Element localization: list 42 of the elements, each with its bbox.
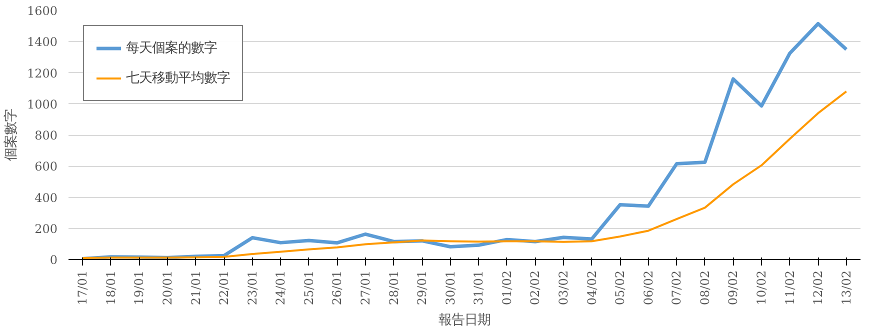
x-tick-label: 09/02	[726, 270, 740, 306]
y-tick-label: 1600	[26, 4, 58, 18]
x-tick-label: 24/01	[274, 270, 288, 306]
x-tick-label: 01/02	[500, 270, 514, 306]
x-tick-label: 19/01	[132, 270, 146, 306]
x-tick-label: 31/01	[472, 270, 486, 306]
x-tick-label: 11/02	[782, 270, 797, 306]
y-tick-label: 800	[34, 128, 58, 142]
x-tick-label: 17/01	[76, 270, 90, 306]
x-tick-label: 28/01	[386, 270, 401, 306]
y-tick-label: 600	[34, 160, 58, 174]
x-tick-label: 22/01	[217, 270, 232, 306]
y-tick-label: 400	[34, 190, 58, 205]
y-tick-label: 1000	[26, 97, 58, 112]
y-tick-label: 1200	[26, 66, 58, 80]
y-tick-label: 0	[50, 253, 58, 267]
x-tick-label: 26/01	[330, 270, 344, 306]
x-tick-label: 04/02	[584, 270, 599, 306]
x-tick-label: 27/01	[358, 270, 372, 306]
x-tick-label: 13/02	[839, 270, 854, 306]
x-tick-label: 08/02	[698, 270, 712, 306]
x-tick-label: 03/02	[556, 270, 570, 306]
x-tick-label: 30/01	[443, 270, 458, 306]
x-tick-label: 20/01	[160, 270, 174, 306]
x-tick-label: 18/01	[104, 270, 118, 306]
x-tick-label: 10/02	[754, 270, 768, 306]
x-tick-label: 12/02	[811, 270, 826, 306]
x-tick-label: 05/02	[613, 270, 628, 306]
x-tick-label: 23/01	[245, 270, 260, 306]
y-tick-label: 200	[34, 222, 58, 236]
x-tick-label: 07/02	[670, 270, 684, 306]
line-series	[82, 90, 848, 259]
x-axis-title: 報告日期	[438, 313, 490, 328]
x-tick-label: 02/02	[528, 270, 542, 306]
y-axis-title: 個案數字	[2, 109, 19, 161]
x-tick-label: 25/01	[302, 270, 316, 306]
x-tick-label: 29/01	[415, 270, 430, 306]
x-tick-label: 06/02	[641, 270, 656, 306]
legend-label: 每天個案的數字	[126, 40, 217, 57]
legend-label: 七天移動平均數字	[126, 70, 230, 87]
x-tick-label: 21/01	[188, 270, 203, 306]
y-tick-label: 1400	[26, 35, 58, 50]
